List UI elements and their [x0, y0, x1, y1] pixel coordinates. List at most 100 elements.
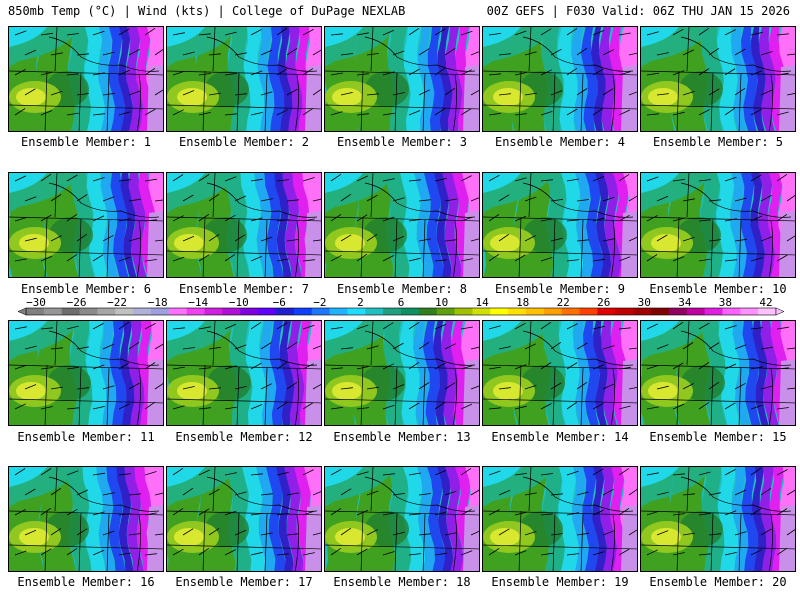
wind-barb	[66, 548, 78, 556]
wind-barb	[40, 110, 53, 116]
wind-barb	[302, 552, 315, 556]
header-valid-time: 00Z GEFS | F030 Valid: 06Z THU JAN 15 20…	[486, 4, 790, 18]
wind-barb	[14, 69, 26, 76]
wind-barb	[646, 549, 658, 556]
temperature-band	[109, 321, 127, 425]
wind-barb	[302, 402, 314, 410]
wind-barb	[750, 257, 763, 262]
wind-barb	[418, 199, 431, 202]
state-border	[680, 476, 792, 512]
temperature-band	[493, 88, 523, 106]
wind-barb	[144, 178, 157, 182]
wind-barb	[672, 70, 685, 76]
wind-barb	[776, 407, 789, 410]
wind-barb	[408, 361, 420, 370]
wind-barb	[118, 111, 131, 116]
wind-barb	[172, 405, 185, 410]
state-border	[136, 368, 141, 425]
wind-barb	[330, 111, 343, 116]
state-border	[422, 219, 426, 277]
wind-barb	[734, 382, 746, 390]
wind-barb	[576, 47, 588, 56]
wind-barb	[234, 386, 247, 390]
wind-barb	[366, 93, 379, 96]
wind-barb	[224, 72, 237, 76]
wind-barb	[540, 28, 552, 36]
wind-barb	[66, 508, 78, 516]
wind-barb	[128, 341, 140, 350]
wind-barb	[302, 218, 315, 222]
state-border	[768, 514, 773, 571]
state-border	[44, 70, 48, 131]
state-border	[518, 216, 522, 277]
wind-barb	[198, 547, 210, 556]
wind-barb	[460, 175, 472, 182]
wind-barb	[514, 473, 527, 476]
temperature-band	[276, 467, 294, 571]
ensemble-member-label: Ensemble Member: 19	[491, 575, 629, 589]
temperature-map	[641, 321, 795, 425]
state-border	[54, 467, 58, 512]
temperature-band	[463, 211, 479, 277]
wind-barb	[498, 194, 510, 202]
wind-barb	[628, 387, 637, 390]
wind-barb	[382, 551, 395, 556]
wind-barb	[92, 72, 105, 76]
wind-barb	[118, 552, 131, 556]
wind-barb	[628, 489, 637, 496]
colorbar-segment	[329, 308, 348, 315]
wind-barb	[776, 173, 788, 182]
wind-barb	[172, 467, 184, 476]
temperature-map	[483, 321, 637, 425]
temperature-band	[119, 321, 135, 425]
temperature-band	[751, 27, 766, 131]
colorbar-segment	[79, 308, 98, 315]
temperature-band	[267, 27, 285, 131]
temperature-band	[335, 528, 365, 546]
wind-barb	[276, 402, 288, 410]
wind-barb	[154, 89, 163, 96]
temperature-band	[167, 173, 205, 193]
wind-barb	[356, 32, 369, 36]
colorbar-segment	[61, 308, 81, 315]
wind-barb	[646, 176, 659, 182]
temperature-band	[256, 467, 276, 571]
ensemble-map-panel	[166, 172, 322, 278]
state-border	[676, 510, 680, 571]
state-border	[686, 173, 690, 218]
temperature-band	[716, 173, 737, 277]
wind-barb	[224, 31, 237, 36]
wind-barb	[144, 471, 157, 476]
wind-barb	[50, 487, 62, 496]
state-border	[580, 219, 584, 277]
temperature-band	[451, 321, 468, 425]
state-border	[360, 70, 364, 131]
wind-barb	[434, 552, 447, 556]
wind-barb	[470, 197, 479, 202]
state-border	[452, 514, 457, 571]
state-border	[206, 476, 318, 512]
wind-barb	[144, 67, 156, 76]
colorbar-segment	[115, 308, 134, 315]
wind-barb	[786, 53, 795, 56]
wind-barb	[618, 256, 631, 262]
state-border	[9, 104, 163, 110]
wind-barb	[382, 322, 394, 330]
state-border	[206, 182, 318, 218]
temperature-band	[603, 173, 622, 277]
state-border	[360, 510, 364, 571]
colorbar-segment	[168, 308, 188, 315]
wind-barb	[276, 219, 289, 222]
wind-barb	[460, 403, 473, 410]
temperature-band	[274, 173, 292, 277]
wind-barb	[198, 508, 210, 516]
wind-barb	[460, 216, 473, 222]
wind-barb	[356, 253, 368, 262]
state-border	[136, 514, 141, 571]
wind-barb	[250, 112, 263, 116]
colorbar-segment	[508, 308, 527, 315]
state-border	[78, 72, 82, 131]
ensemble-map-panel	[166, 26, 322, 132]
wind-barb	[208, 92, 221, 96]
wind-barb	[460, 508, 472, 516]
